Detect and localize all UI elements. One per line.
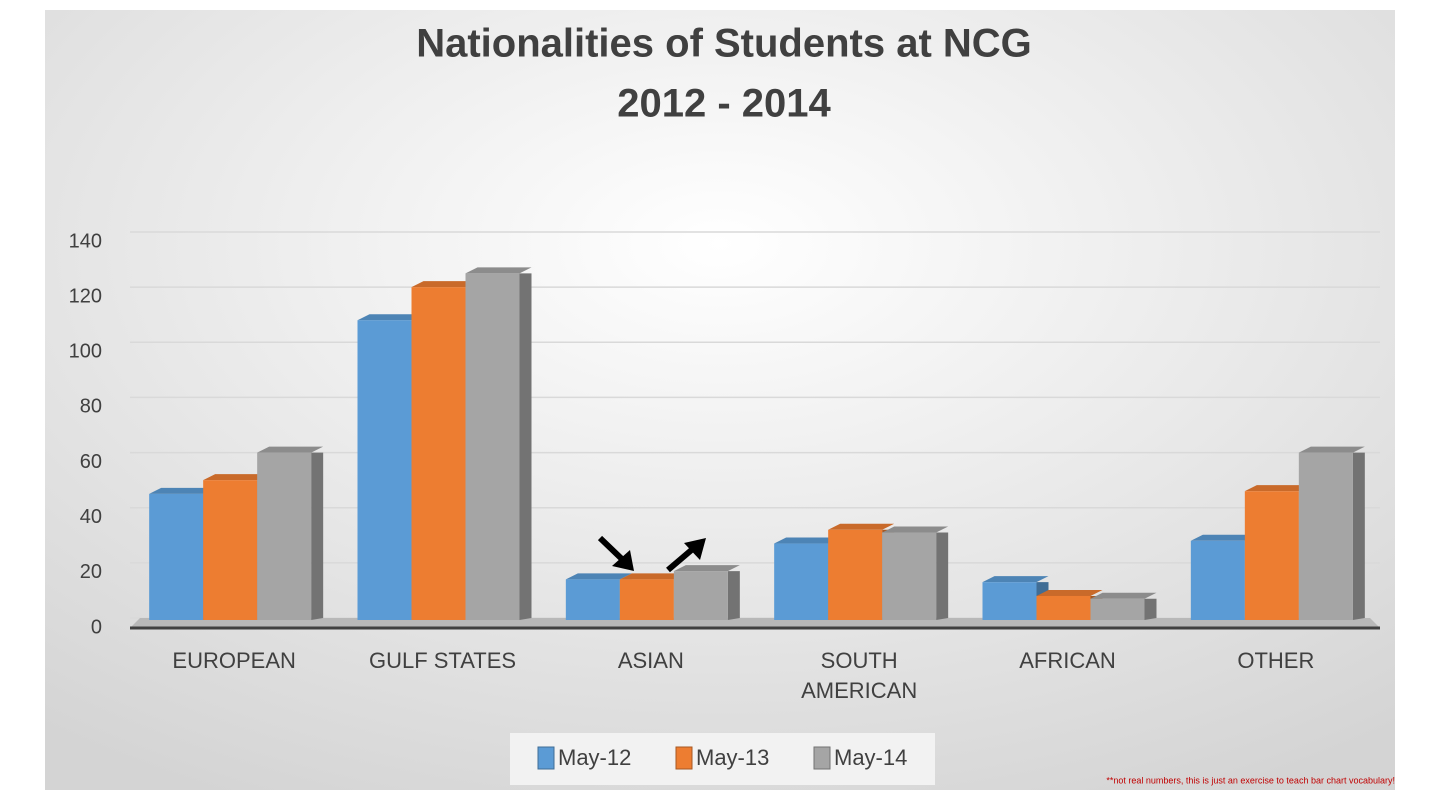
- bar: [619, 579, 674, 620]
- y-tick-label: 40: [80, 506, 102, 528]
- chart-title: Nationalities of Students at NCG: [416, 22, 1032, 66]
- bar: [411, 287, 466, 620]
- legend-swatch: [537, 746, 555, 770]
- bar-top: [1036, 589, 1103, 596]
- arrow-head: [612, 550, 634, 571]
- y-tick-label: 140: [69, 230, 102, 252]
- y-tick-label: 0: [91, 616, 102, 638]
- bar-top: [619, 573, 686, 580]
- bar: [565, 579, 620, 620]
- bar: [1090, 598, 1145, 620]
- legend-label: May-14: [834, 745, 907, 770]
- bar-side: [1352, 452, 1365, 620]
- x-tick-label: ASIAN: [617, 648, 684, 673]
- bar: [357, 320, 412, 620]
- bar: [673, 571, 728, 620]
- footnote: **not real numbers, this is just an exer…: [1106, 775, 1395, 785]
- y-tick-label: 60: [80, 451, 102, 473]
- bar-top: [982, 576, 1049, 583]
- bar: [149, 493, 204, 620]
- bar: [774, 543, 829, 620]
- bar-side: [1144, 598, 1157, 620]
- legend-box: [510, 733, 935, 785]
- bar-top: [203, 474, 270, 481]
- bar: [203, 480, 258, 620]
- bar-top: [1190, 534, 1257, 541]
- bar-side: [519, 273, 532, 620]
- x-tick-label: SOUTH AMERICAN: [801, 648, 918, 703]
- bar: [1298, 452, 1353, 620]
- bar: [982, 582, 1037, 620]
- bar-top: [1090, 592, 1157, 599]
- bar: [465, 273, 520, 620]
- bar: [1036, 595, 1091, 620]
- bar-side: [311, 452, 324, 620]
- y-tick-label: 80: [80, 396, 102, 418]
- bar-top: [828, 523, 895, 530]
- bar-top: [411, 281, 478, 288]
- floor: [130, 618, 1380, 628]
- legend-swatch: [813, 746, 831, 770]
- legend-label: May-13: [696, 745, 769, 770]
- y-tick-label: 120: [69, 285, 102, 307]
- bar: [828, 529, 883, 620]
- bar-top: [882, 526, 949, 533]
- arrow: [666, 544, 697, 573]
- bar-top: [465, 267, 532, 274]
- legend-label: May-12: [558, 745, 631, 770]
- arrow: [597, 535, 628, 565]
- bar: [1244, 491, 1299, 620]
- y-tick-label: 100: [69, 341, 102, 363]
- arrows: [597, 535, 706, 573]
- bar-top: [257, 446, 324, 453]
- x-tick-label: EUROPEAN: [172, 648, 296, 673]
- bar-top: [774, 537, 841, 544]
- chart-background: [45, 10, 1395, 790]
- bar-top: [673, 565, 740, 572]
- bar-side: [727, 571, 740, 620]
- bar-top: [565, 573, 632, 580]
- bar-top: [1298, 446, 1365, 453]
- legend-swatch: [675, 746, 693, 770]
- bar: [1190, 540, 1245, 620]
- y-tick-label: 20: [80, 561, 102, 583]
- x-tick-label: GULF STATES: [368, 648, 517, 673]
- x-tick-label: AFRICAN: [1019, 648, 1116, 673]
- bar-side: [936, 532, 949, 620]
- x-tick-label: OTHER: [1237, 648, 1315, 673]
- chart-subtitle: 2012 - 2014: [617, 82, 831, 126]
- bar-top: [149, 487, 216, 494]
- bar-top: [357, 314, 424, 321]
- bar: [257, 452, 312, 620]
- arrow-head: [684, 538, 706, 560]
- bar: [882, 532, 937, 620]
- bar-top: [1244, 485, 1311, 492]
